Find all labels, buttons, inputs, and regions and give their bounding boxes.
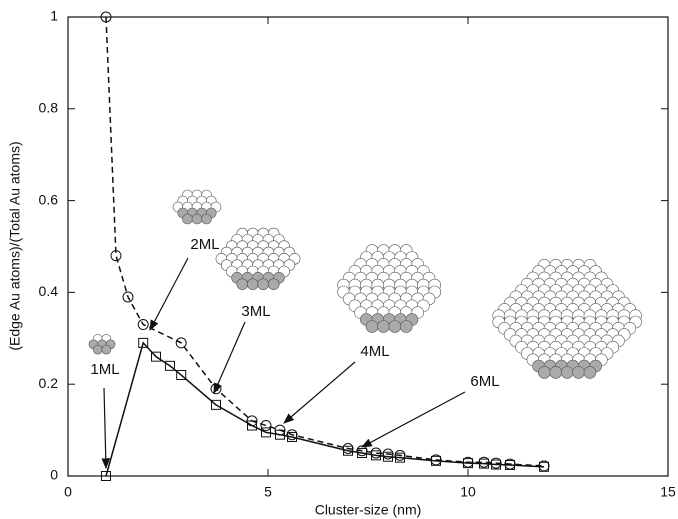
annotation-arrow — [101, 387, 111, 470]
annotation: 4ML — [360, 343, 389, 360]
annotation: 1ML — [90, 361, 119, 378]
y-tick-label: 0 — [50, 467, 58, 483]
cluster-illustration — [492, 258, 642, 379]
square-marker — [101, 471, 111, 481]
cluster-illustration — [215, 227, 301, 290]
atom — [246, 278, 259, 290]
y-tick-label: 0.4 — [39, 283, 59, 299]
circle-marker — [260, 420, 272, 432]
annotation: 2ML — [190, 236, 219, 253]
atom — [583, 366, 597, 379]
square-marker — [275, 429, 285, 440]
atom — [257, 278, 270, 290]
atom — [572, 366, 585, 379]
square-marker — [491, 459, 501, 470]
x-tick-label: 0 — [64, 484, 72, 500]
y-axis-label: (Edge Au atoms)/(Total Au atoms) — [7, 141, 23, 350]
circle-marker — [122, 291, 134, 303]
square-marker — [211, 399, 221, 410]
atom — [182, 213, 193, 225]
atom — [236, 278, 249, 290]
square-marker — [247, 420, 257, 431]
circle-marker — [100, 11, 112, 23]
y-tick-label: 0.8 — [39, 100, 59, 116]
circle-marker — [110, 250, 122, 262]
square-marker — [138, 337, 149, 348]
atom — [201, 213, 212, 225]
atom — [365, 320, 379, 333]
square-marker — [165, 360, 175, 371]
data-line — [105, 341, 545, 477]
square-marker — [505, 459, 515, 470]
annotation-arrow — [149, 257, 189, 331]
square-marker — [383, 451, 393, 462]
atom — [267, 278, 280, 290]
square-marker — [539, 461, 549, 472]
cluster-illustration — [172, 189, 222, 225]
square-marker — [431, 455, 441, 466]
y-tick-label: 0.2 — [39, 375, 59, 391]
annotation-arrow — [213, 321, 246, 394]
circle-marker — [137, 319, 149, 331]
square-marker — [395, 452, 405, 463]
plot-frame — [67, 16, 669, 477]
square-marker — [463, 458, 473, 469]
atom — [399, 320, 413, 333]
square-marker — [371, 450, 381, 461]
y-tick-label: 1 — [50, 8, 58, 24]
atom — [388, 320, 402, 333]
square-marker — [357, 448, 367, 459]
x-tick-label: 5 — [264, 484, 272, 500]
data-line — [105, 16, 545, 467]
atom — [549, 366, 563, 379]
square-marker — [261, 427, 271, 438]
annotation-arrow — [361, 391, 466, 448]
annotation-arrow — [283, 361, 356, 424]
x-axis-label: Cluster-size (nm) — [315, 502, 422, 518]
square-marker — [287, 431, 297, 442]
x-tick-label: 15 — [660, 484, 676, 500]
square-marker — [151, 351, 161, 362]
y-tick-label: 0.6 — [39, 191, 59, 207]
square-marker — [176, 370, 187, 381]
x-tick-label: 10 — [460, 484, 476, 500]
cluster-illustration — [88, 334, 116, 355]
square-marker — [343, 445, 353, 456]
atom — [560, 366, 574, 379]
atom — [101, 344, 112, 355]
atom — [377, 320, 390, 333]
atom — [92, 344, 103, 355]
cluster-illustration — [337, 244, 442, 333]
annotation: 6ML — [470, 373, 499, 390]
atom — [538, 366, 551, 379]
square-marker — [479, 458, 489, 469]
annotation: 3ML — [241, 303, 270, 320]
atom — [191, 213, 203, 225]
circle-marker — [175, 337, 187, 349]
